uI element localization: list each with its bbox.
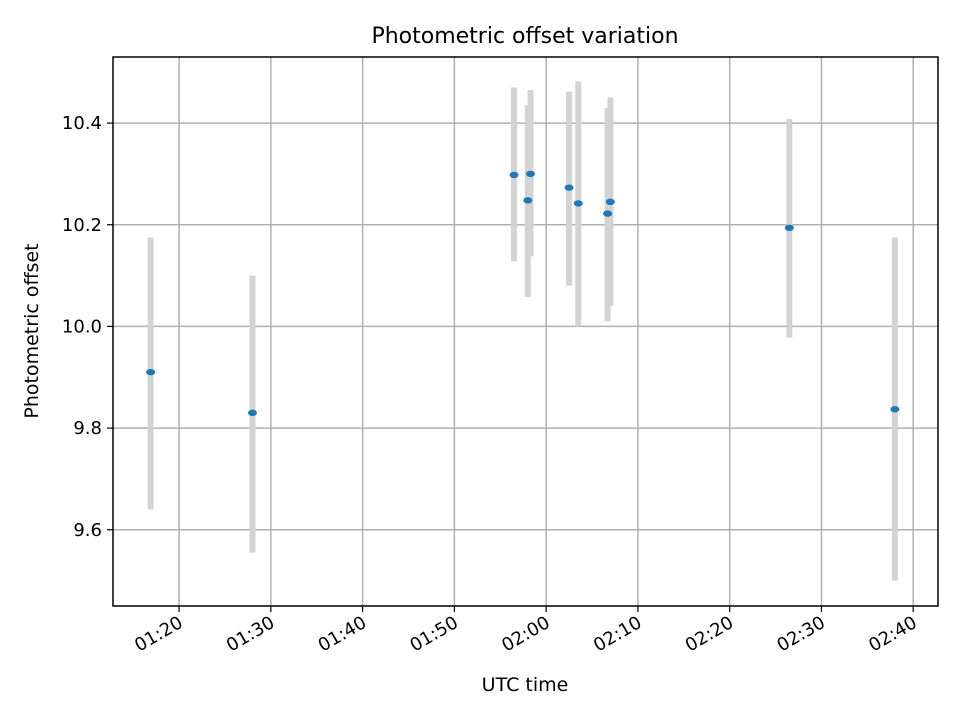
data-point: [523, 197, 533, 204]
data-point: [603, 210, 613, 217]
x-tick-label: 01:20: [131, 612, 186, 656]
data-point: [784, 224, 794, 231]
y-tick-label: 9.8: [73, 418, 102, 439]
x-tick-label: 01:30: [223, 612, 278, 656]
data-point: [146, 368, 156, 376]
x-tick-label: 02:10: [590, 612, 645, 656]
chart-title: Photometric offset variation: [371, 24, 678, 49]
y-axis-label: Photometric offset: [21, 243, 43, 418]
x-tick-label: 01:40: [315, 612, 370, 656]
x-tick-label: 01:50: [406, 612, 461, 656]
data-point: [247, 409, 257, 417]
x-tick-label: 02:40: [865, 612, 920, 656]
error-bars: [147, 81, 898, 581]
data-point: [573, 200, 583, 207]
x-axis-label: UTC time: [482, 674, 569, 696]
y-tick-label: 10.4: [62, 113, 102, 134]
data-point: [526, 170, 536, 178]
y-tick-label: 10.2: [62, 215, 102, 236]
data-points: [146, 170, 900, 417]
plot-frame: [112, 56, 939, 607]
x-tick-label: 02:00: [498, 612, 553, 656]
y-axis-ticks: 9.6 9.8 10.0 10.2 10.4: [62, 113, 113, 541]
x-axis-ticks: 01:20 01:30 01:40 01:50 02:00 02:10 02:20 02:30…: [131, 606, 921, 656]
data-point: [509, 171, 519, 179]
data-point: [890, 406, 900, 413]
x-tick-label: 02:30: [774, 612, 829, 656]
x-tick-label: 02:20: [682, 612, 737, 656]
data-point: [605, 198, 615, 206]
data-point: [564, 184, 574, 191]
y-tick-label: 10.0: [62, 316, 102, 337]
y-tick-label: 9.6: [73, 520, 102, 541]
